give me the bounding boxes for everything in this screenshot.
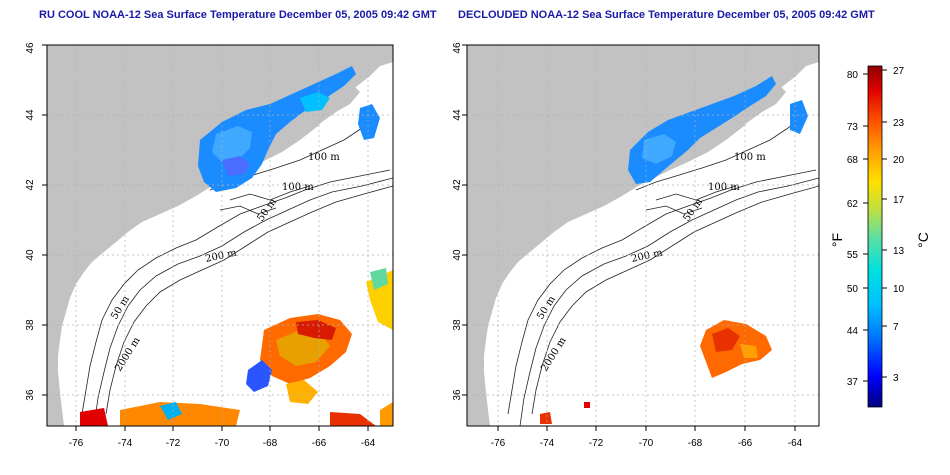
contour-2000m: [105, 185, 393, 415]
contour-100m: [81, 169, 391, 415]
lon-tick-label: -70: [215, 438, 230, 449]
lat-tick-label: 46: [25, 42, 36, 54]
map-panel-left: 100 m 100 m 50 m 200 m 50 m 2000 m: [25, 42, 394, 449]
celsius-tick-label: 20: [893, 155, 905, 166]
lat-tick-label: 44: [452, 109, 463, 121]
contour-label: 100 m: [708, 182, 740, 193]
lat-tick-label: 40: [452, 249, 463, 261]
nova-scotia-land: [248, 84, 360, 160]
celsius-tick-label: 7: [893, 322, 899, 333]
contour-gom: [635, 115, 805, 215]
lon-tick-label: -72: [166, 438, 181, 449]
lat-tick-label: 38: [25, 319, 36, 331]
lat-tick-label: 36: [452, 389, 463, 401]
lat-tick-label: 46: [452, 42, 463, 54]
panel-title-left: RU COOL NOAA-12 Sea Surface Temperature …: [39, 9, 437, 21]
lat-tick-label: 40: [25, 249, 36, 261]
lon-tick-label: -70: [639, 438, 654, 449]
sst-gulf-of-maine: [628, 76, 808, 184]
lon-tick-label: -64: [361, 438, 376, 449]
lat-tick-label: 38: [452, 319, 463, 331]
nova-scotia-land: [674, 84, 786, 160]
contour-label: 100 m: [734, 152, 766, 163]
contour-200m: [93, 177, 393, 426]
fahrenheit-tick-label: 55: [847, 250, 859, 261]
lat-tick-label: 44: [25, 109, 36, 121]
lat-tick-label: 42: [452, 179, 463, 191]
temperature-colorbar: 80 73 68 62 55 50 44 37 27 23 20 17 13 1…: [829, 65, 931, 408]
fahrenheit-tick-label: 73: [847, 122, 859, 133]
lon-tick-label: -68: [263, 438, 278, 449]
fahrenheit-tick-label: 50: [847, 284, 859, 295]
celsius-tick-label: 23: [893, 118, 905, 129]
lon-tick-label: -66: [738, 438, 753, 449]
lon-tick-label: -76: [69, 438, 84, 449]
celsius-tick-label: 13: [893, 246, 905, 257]
map-frame: [466, 44, 820, 427]
map-panel-right: 100 m 100 m 50 m 200 m 50 m 2000 m: [452, 42, 820, 449]
fahrenheit-tick-label: 37: [847, 377, 859, 388]
map-frame: [46, 44, 394, 427]
colorbar-gradient: [867, 65, 883, 408]
lon-tick-label: -64: [788, 438, 803, 449]
fahrenheit-tick-label: 62: [847, 199, 859, 210]
lat-tick-label: 42: [25, 179, 36, 191]
lon-tick-label: -68: [688, 438, 703, 449]
lon-tick-label: -66: [312, 438, 327, 449]
panel-title-right: DECLOUDED NOAA-12 Sea Surface Temperatur…: [458, 9, 875, 21]
lon-tick-label: -72: [589, 438, 604, 449]
celsius-tick-label: 27: [893, 66, 905, 77]
contour-200m: [519, 177, 819, 426]
lat-tick-label: 36: [25, 389, 36, 401]
contour-label: 100 m: [308, 152, 340, 163]
celsius-tick-label: 17: [893, 195, 905, 206]
celsius-tick-label: 3: [893, 373, 899, 384]
sst-gulf-stream: [80, 268, 393, 426]
fahrenheit-unit-label: °F: [829, 233, 845, 247]
fahrenheit-tick-label: 80: [847, 70, 859, 81]
sst-warm-eddy: [540, 320, 772, 424]
lon-tick-label: -74: [118, 438, 133, 449]
land-mass: [467, 45, 819, 426]
contour-label: 100 m: [282, 182, 314, 193]
fahrenheit-tick-label: 68: [847, 155, 859, 166]
celsius-unit-label: °C: [915, 232, 931, 248]
celsius-tick-label: 10: [893, 284, 905, 295]
land-mass: [47, 45, 393, 426]
lat-lon-grid: [467, 45, 819, 426]
lat-lon-grid: [47, 45, 393, 426]
lon-tick-label: -74: [540, 438, 555, 449]
lon-tick-label: -76: [491, 438, 506, 449]
contour-100m: [507, 169, 817, 415]
fahrenheit-tick-label: 44: [847, 326, 859, 337]
